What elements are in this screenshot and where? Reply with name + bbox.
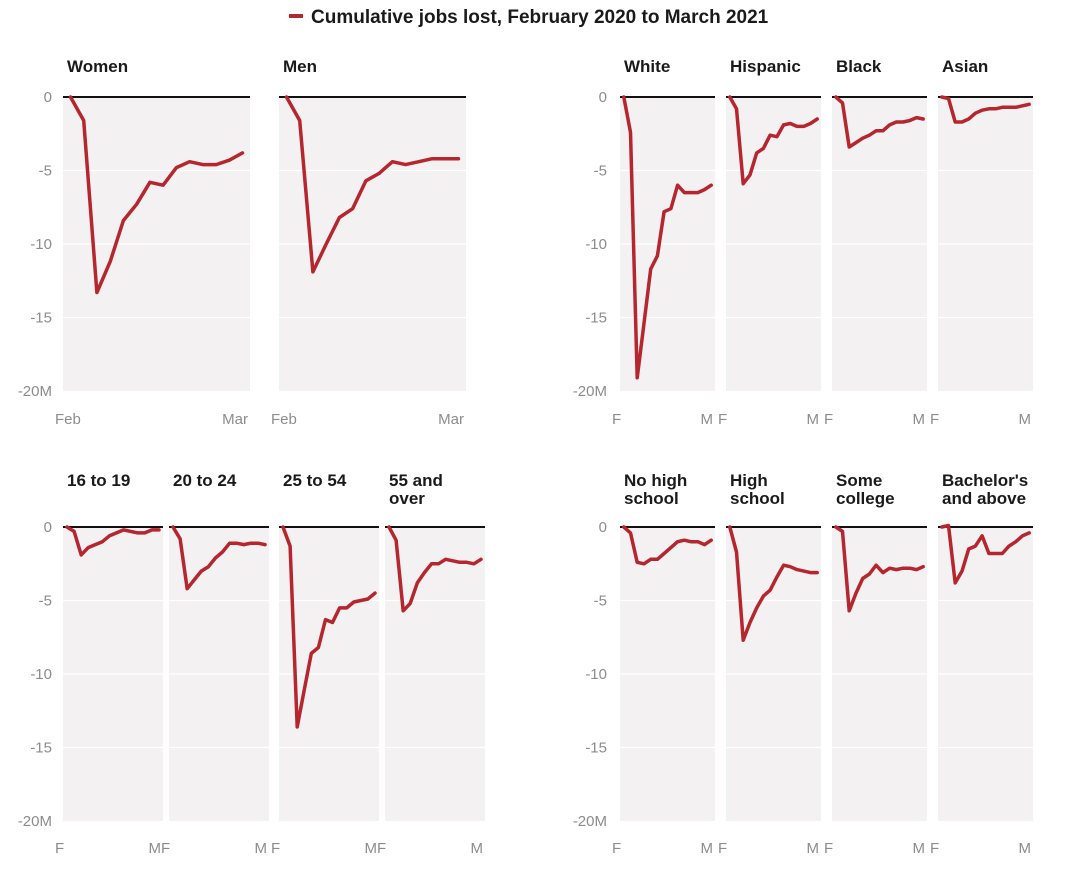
x-tick-label: M [365, 840, 378, 857]
y-tick-label: 0 [599, 89, 607, 106]
x-tick-label: M [1019, 840, 1032, 857]
panel-title: Hispanic [730, 57, 801, 76]
y-tick-label: -10 [585, 666, 607, 683]
panel-title: 25 to 54 [283, 471, 347, 490]
y-tick-label: -5 [594, 163, 607, 180]
y-tick-label: -15 [585, 740, 607, 757]
panel-title: High school [730, 471, 785, 508]
x-tick-label: F [930, 411, 939, 428]
chart-group-sex: 0 -5 -10 -15 -20M Women Feb Mar Men Feb Mar [18, 57, 466, 428]
legend-label: Cumulative jobs lost, February 2020 to M… [311, 7, 769, 28]
series-line-16-to-19 [65, 525, 161, 557]
x-tick-label: F [161, 840, 170, 857]
y-tick-label: -15 [30, 740, 52, 757]
y-tick-label: -15 [30, 310, 52, 327]
y-tick-label: 0 [44, 519, 52, 536]
y-tick-label: -20M [573, 813, 607, 830]
series-line-bachelor-s-and-above [940, 523, 1031, 585]
series-line-20-to-24 [171, 525, 267, 591]
panel-bachelor-s-and-above: Bachelor's and above F M [930, 471, 1033, 857]
x-tick-label: M [471, 840, 484, 857]
x-tick-label: M [807, 840, 820, 857]
series-line-black [834, 95, 925, 149]
y-tick-label: -5 [39, 163, 52, 180]
x-tick-label: M [701, 840, 714, 857]
y-tick-label: -15 [585, 310, 607, 327]
x-tick-label: M [255, 840, 268, 857]
panel-white: White F M [612, 57, 715, 428]
x-tick-label: F [824, 840, 833, 857]
panel-title: Black [836, 57, 882, 76]
x-tick-label: F [718, 411, 727, 428]
panel-title: White [624, 57, 670, 76]
panel-title: 55 and over [389, 471, 443, 508]
panel-title: Bachelor's and above [942, 471, 1028, 508]
y-tick-label: 0 [599, 519, 607, 536]
series-line-hispanic [728, 95, 819, 186]
y-tick-label: -10 [30, 666, 52, 683]
x-tick-label: Feb [55, 411, 81, 428]
panel-no-high-school: No high school F M [612, 471, 715, 857]
y-tick-label: -5 [39, 593, 52, 610]
panel-title: No high school [624, 471, 687, 508]
y-tick-label: -10 [30, 236, 52, 253]
x-tick-label: Mar [222, 411, 248, 428]
panel-women: Women Feb Mar [55, 57, 250, 428]
series-line-high-school [728, 525, 819, 642]
series-line-asian [940, 95, 1031, 124]
panel-asian: Asian F M [930, 57, 1033, 428]
series-line-25-to-54 [281, 525, 377, 729]
y-tick-label: -20M [18, 813, 52, 830]
x-tick-label: F [55, 840, 64, 857]
panel-title: Asian [942, 57, 988, 76]
panel-title: Men [283, 57, 317, 76]
chart-panels: 0 -5 -10 -15 -20M Women Feb Mar Men Feb Mar 0 -5 -10 -… [18, 57, 1033, 857]
x-tick-label: F [612, 840, 621, 857]
x-tick-label: F [612, 411, 621, 428]
panel-20-to-24: 20 to 24 F M [161, 471, 269, 857]
x-tick-label: M [913, 840, 926, 857]
panel-black: Black F M [824, 57, 927, 428]
y-tick-label: -20M [573, 383, 607, 400]
legend: Cumulative jobs lost, February 2020 to M… [289, 7, 769, 28]
x-tick-label: M [807, 411, 820, 428]
x-tick-label: F [271, 840, 280, 857]
y-tick-label: -20M [18, 383, 52, 400]
panel-some-college: Some college F M [824, 471, 927, 857]
y-tick-label: -5 [594, 593, 607, 610]
series-line-no-high-school [622, 525, 713, 566]
panel-55-and-over: 55 and over F M [377, 471, 485, 857]
series-line-men [284, 95, 461, 274]
x-tick-label: F [824, 411, 833, 428]
panel-16-to-19: 16 to 19 F M [55, 471, 163, 857]
series-line-some-college [834, 525, 925, 613]
panel-high-school: High school F M [718, 471, 821, 857]
panel-title: Some college [836, 471, 895, 508]
panel-title: 16 to 19 [67, 471, 130, 490]
y-tick-label: -10 [585, 236, 607, 253]
x-tick-label: M [701, 411, 714, 428]
x-tick-label: Mar [438, 411, 464, 428]
panel-men: Men Feb Mar [271, 57, 466, 428]
panel-hispanic: Hispanic F M [718, 57, 821, 428]
x-tick-label: F [718, 840, 727, 857]
x-tick-label: F [930, 840, 939, 857]
panel-25-to-54: 25 to 54 F M [271, 471, 379, 857]
x-tick-label: Feb [271, 411, 297, 428]
y-tick-label: 0 [44, 89, 52, 106]
panel-title: 20 to 24 [173, 471, 237, 490]
series-line-women [68, 95, 245, 295]
x-tick-label: M [149, 840, 162, 857]
x-tick-label: F [377, 840, 386, 857]
series-line-white [622, 95, 713, 380]
x-tick-label: M [913, 411, 926, 428]
panel-title: Women [67, 57, 128, 76]
series-line-55-and-over [387, 525, 483, 613]
x-tick-label: M [1019, 411, 1032, 428]
